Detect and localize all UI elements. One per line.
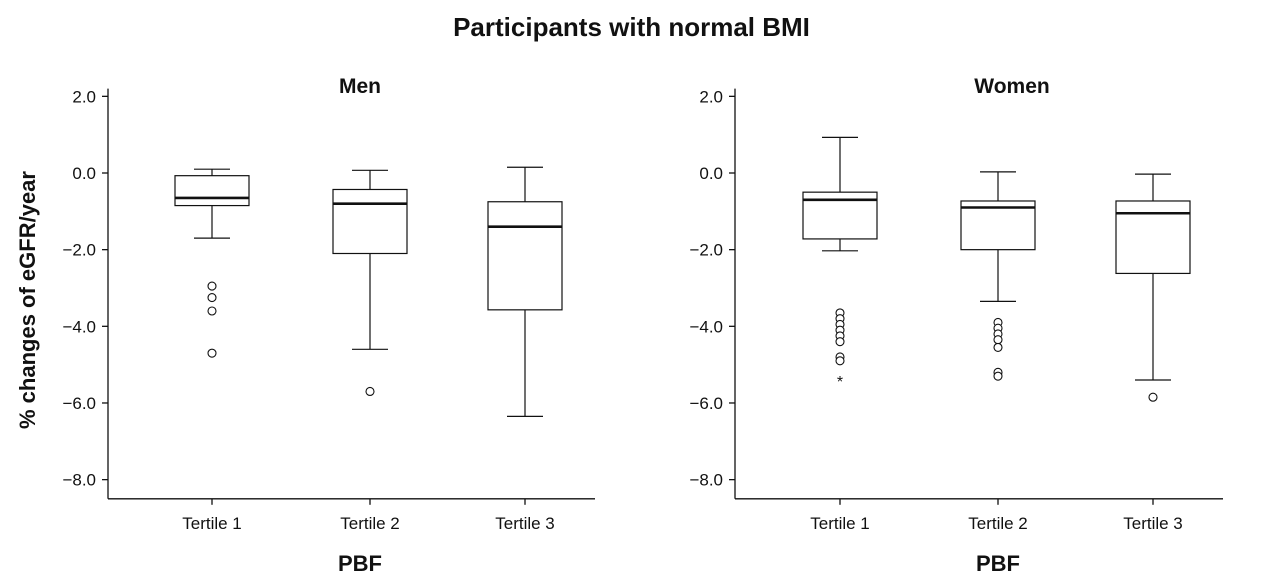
box-iqr [174,175,250,207]
x-tick-label: Tertile 3 [495,514,555,533]
x-tick-label: Tertile 1 [182,514,242,533]
panel-title: Women [974,75,1049,98]
y-tick-label: −4.0 [689,317,723,336]
panel-title: Men [339,75,381,98]
chart-title: Participants with normal BMI [453,12,810,42]
x-tick-label: Tertile 2 [968,514,1028,533]
x-tick-label: Tertile 2 [340,514,400,533]
y-tick-label: 0.0 [699,164,723,183]
y-tick-label: −6.0 [62,394,96,413]
outlier-point [207,293,217,303]
outlier-point [993,371,1003,381]
outlier-point [207,306,217,316]
y-tick-label: −8.0 [689,471,723,490]
y-tick-label: −2.0 [62,241,96,260]
x-axis-label: PBF [976,551,1020,574]
x-axis-label: PBF [338,551,382,574]
box-iqr [487,201,563,311]
y-tick-label: −2.0 [689,241,723,260]
outlier-point [993,335,1003,345]
y-tick-label: 0.0 [72,164,96,183]
outlier-point [207,281,217,291]
box-iqr [332,188,408,255]
y-tick-label: 2.0 [699,87,723,106]
y-tick-label: 2.0 [72,87,96,106]
outlier-point [365,386,375,397]
outlier-point [835,337,845,347]
x-tick-label: Tertile 3 [1123,514,1183,533]
x-tick-label: Tertile 1 [810,514,870,533]
extreme-point: * [837,374,843,391]
y-tick-label: −6.0 [689,394,723,413]
y-tick-label: −4.0 [62,317,96,336]
box-iqr [1115,200,1191,275]
y-tick-label: −8.0 [62,471,96,490]
box-iqr [960,200,1036,251]
outlier-point [835,356,845,366]
outlier-point [1148,392,1158,402]
outlier-point [993,342,1003,352]
outlier-point [207,348,217,358]
